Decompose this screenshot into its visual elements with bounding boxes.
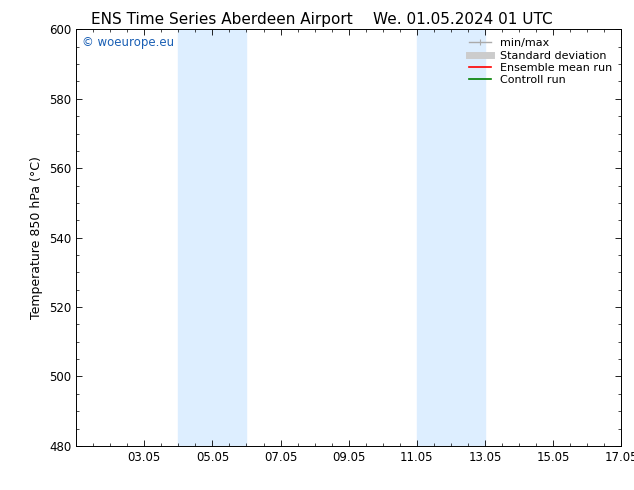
Y-axis label: Temperature 850 hPa (°C): Temperature 850 hPa (°C): [30, 156, 43, 319]
Text: ENS Time Series Aberdeen Airport: ENS Time Series Aberdeen Airport: [91, 12, 353, 27]
Bar: [178, 29, 247, 446]
Text: © woeurope.eu: © woeurope.eu: [82, 36, 174, 49]
Bar: [417, 29, 485, 446]
Text: We. 01.05.2024 01 UTC: We. 01.05.2024 01 UTC: [373, 12, 553, 27]
Legend: min/max, Standard deviation, Ensemble mean run, Controll run: min/max, Standard deviation, Ensemble me…: [466, 35, 616, 88]
